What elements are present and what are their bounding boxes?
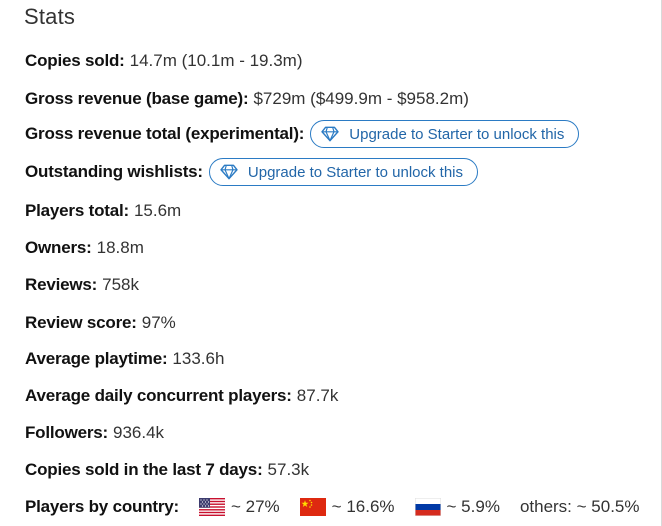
stat-label: Average playtime: xyxy=(25,349,168,368)
stat-label: Owners: xyxy=(25,238,92,257)
stat-label: Followers: xyxy=(25,423,109,442)
country-share: ~ 27% xyxy=(230,497,280,516)
upgrade-button[interactable]: Upgrade to Starter to unlock this xyxy=(310,120,580,148)
stat-label: Outstanding wishlists: xyxy=(25,162,203,181)
stat-value: 15.6m xyxy=(133,201,182,220)
stat-label: Gross revenue (base game): xyxy=(25,89,249,108)
country-share: ~ 5.9% xyxy=(446,497,500,516)
china-flag-icon xyxy=(299,498,326,516)
stat-players-by-country: Players by country: ~ 27% xyxy=(25,492,640,522)
upgrade-button[interactable]: Upgrade to Starter to unlock this xyxy=(208,158,479,186)
diamond-icon xyxy=(220,164,238,180)
stat-value: 758k xyxy=(102,275,139,294)
stat-label: Copies sold: xyxy=(25,51,125,70)
country-china: ~ 16.6% xyxy=(299,497,395,517)
country-us: ~ 27% xyxy=(198,497,280,517)
stat-outstanding-wishlists: Outstanding wishlists: Upgrade to Starte… xyxy=(25,157,479,187)
stat-gross-revenue-total: Gross revenue total (experimental): Upgr… xyxy=(25,119,580,149)
stat-gross-revenue-base: Gross revenue (base game): $729m ($499.9… xyxy=(25,84,469,114)
stat-label: Players total: xyxy=(25,201,129,220)
stat-label: Copies sold in the last 7 days: xyxy=(25,460,263,479)
stat-players-total: Players total: 15.6m xyxy=(25,196,181,226)
stat-owners: Owners: 18.8m xyxy=(25,233,144,263)
stat-reviews: Reviews: 758k xyxy=(25,270,139,300)
stat-average-daily-concurrent: Average daily concurrent players: 87.7k xyxy=(25,381,338,411)
country-share: ~ 16.6% xyxy=(331,497,395,516)
stat-average-playtime: Average playtime: 133.6h xyxy=(25,344,224,374)
us-flag-icon xyxy=(198,498,225,516)
others-share: others: ~ 50.5% xyxy=(519,497,640,516)
country-russia: ~ 5.9% xyxy=(414,497,500,517)
stat-value: 133.6h xyxy=(172,349,225,368)
stat-copies-sold-7-days: Copies sold in the last 7 days: 57.3k xyxy=(25,455,309,485)
stat-label: Players by country: xyxy=(25,497,179,516)
stat-label: Average daily concurrent players: xyxy=(25,386,292,405)
russia-flag-icon xyxy=(414,498,441,516)
stat-label: Reviews: xyxy=(25,275,98,294)
section-title: Stats xyxy=(24,4,76,29)
stat-copies-sold: Copies sold: 14.7m (10.1m - 19.3m) xyxy=(25,46,303,76)
stat-value: 87.7k xyxy=(296,386,339,405)
upgrade-button-label: Upgrade to Starter to unlock this xyxy=(349,125,565,143)
stat-value: 936.4k xyxy=(113,423,165,442)
stat-review-score: Review score: 97% xyxy=(25,308,176,338)
stat-label: Review score: xyxy=(25,313,137,332)
diamond-icon xyxy=(321,126,339,142)
stat-value: 57.3k xyxy=(267,460,310,479)
stat-label: Gross revenue total (experimental): xyxy=(25,124,305,143)
upgrade-button-label: Upgrade to Starter to unlock this xyxy=(247,163,464,181)
stat-value: 18.8m xyxy=(96,238,144,257)
stat-followers: Followers: 936.4k xyxy=(25,418,164,448)
stat-value: $729m ($499.9m - $958.2m) xyxy=(253,89,469,108)
stat-value: 97% xyxy=(141,313,176,332)
stat-value: 14.7m (10.1m - 19.3m) xyxy=(129,51,303,70)
